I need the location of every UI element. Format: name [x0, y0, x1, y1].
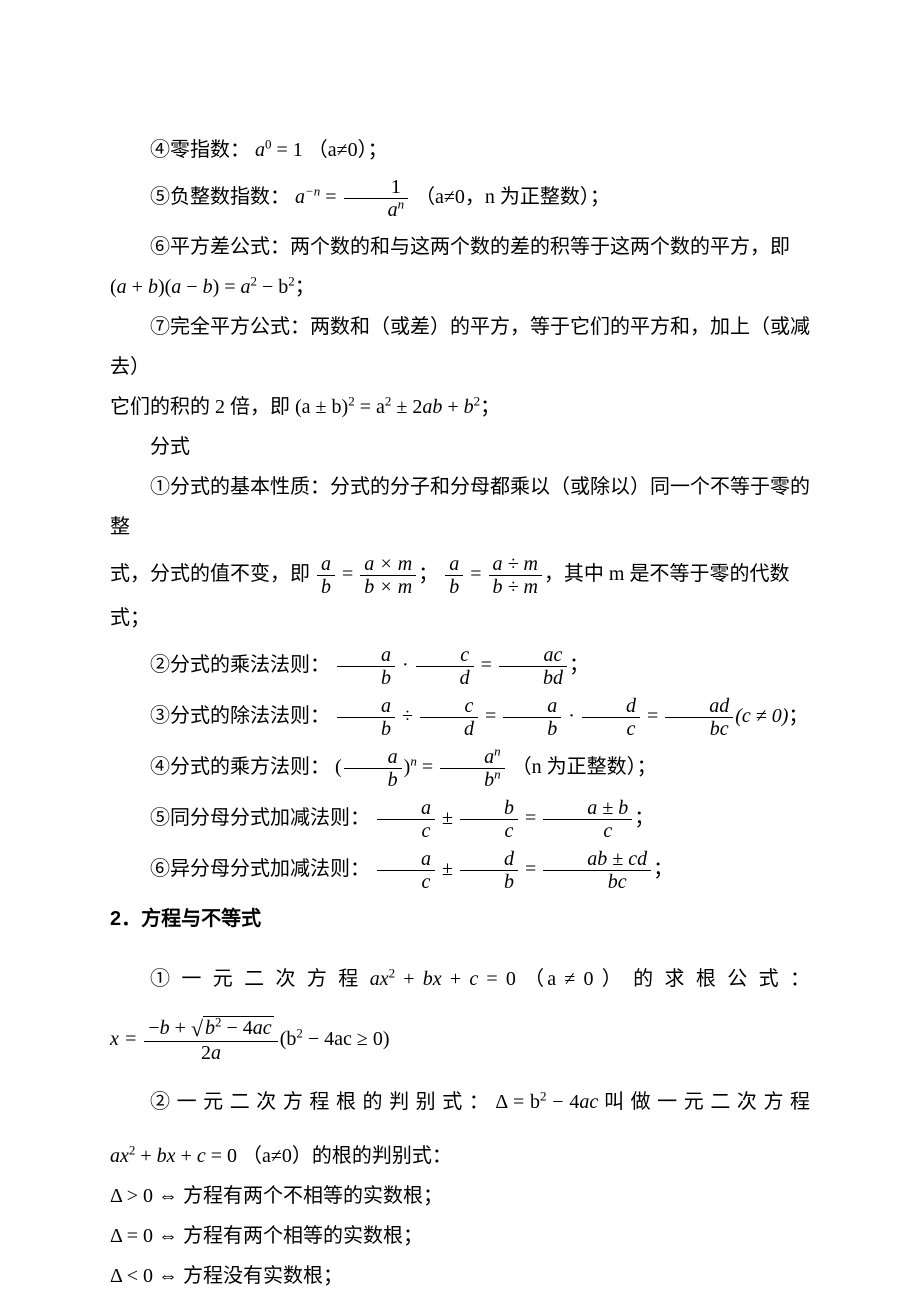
frac-title: 分式: [110, 427, 810, 467]
exp-item-6: ⑥平方差公式：两个数的和与这两个数的差的积等于这两个数的平方，即: [110, 227, 810, 267]
exp-item-5: ⑤负整数指数： a−n = 1an （a≠0，n 为正整数）；: [110, 176, 810, 221]
eq-item-1-root: x = −b + √b2 − 4ac2a(b2 − 4ac ≥ 0): [110, 1017, 810, 1064]
eq-item-2-line2: ax2 + bx + c = 0 （a≠0）的根的判别式：: [110, 1136, 810, 1176]
delta-lt: Δ < 0 ⇔ 方程没有实数根；: [110, 1256, 810, 1296]
fraction: 1an: [344, 176, 409, 221]
eq-item-1: ① 一 元 二 次 方 程 ax2 + bx + c = 0 （a ≠ 0 ） …: [110, 959, 810, 999]
frac-item-3: ③分式的除法法则： ab ÷ cd = ab · dc = adbc(c ≠ 0…: [110, 695, 810, 740]
frac-item-6: ⑥异分母分式加减法则： ac ± db = ab ± cdbc；: [110, 848, 810, 893]
section-heading-2: 2．方程与不等式: [110, 899, 810, 939]
label: ④零指数：: [150, 139, 250, 161]
exp-item-6-formula: (a + b)(a − b) = a2 − b2；: [110, 267, 810, 307]
label: ⑥平方差公式：两个数的和与这两个数的差的积等于这两个数的平方，即: [150, 236, 790, 258]
root-fraction: −b + √b2 − 4ac2a: [144, 1017, 277, 1064]
label: ⑤负整数指数：: [150, 186, 290, 208]
delta-gt: Δ > 0 ⇔ 方程有两个不相等的实数根；: [110, 1176, 810, 1216]
frac-item-5: ⑤同分母分式加减法则： ac ± bc = a ± bc；: [110, 797, 810, 842]
frac-item-4: ④分式的乘方法则： (ab)n = anbn （n 为正整数）；: [110, 746, 810, 791]
document-page: ④零指数： a0 = 1 （a≠0）； ⑤负整数指数： a−n = 1an （a…: [0, 0, 920, 1300]
delta-eq: Δ = 0 ⇔ 方程有两个相等的实数根；: [110, 1216, 810, 1256]
frac-item-2: ②分式的乘法法则： ab · cd = acbd；: [110, 644, 810, 689]
label: ⑦完全平方公式：两数和（或差）的平方，等于它们的平方和，加上（或减去）: [110, 316, 810, 378]
exp-item-4: ④零指数： a0 = 1 （a≠0）；: [110, 130, 810, 170]
eq-item-2-line1: ② 一 元 二 次 方 程 根 的 判 别 式 ： Δ = b2 − 4ac 叫…: [110, 1082, 810, 1122]
frac-item-1-line1: ①分式的基本性质：分式的分子和分母都乘以（或除以）同一个不等于零的整: [110, 467, 810, 547]
exp-item-7-line1: ⑦完全平方公式：两数和（或差）的平方，等于它们的平方和，加上（或减去）: [110, 307, 810, 387]
condition: （a≠0，n 为正整数）；: [415, 186, 610, 208]
condition: （a≠0）；: [308, 139, 388, 161]
frac-item-1-line2: 式，分式的值不变，即 ab = a × mb × m； ab = a ÷ mb …: [110, 553, 810, 638]
exp-item-7-line2: 它们的积的 2 倍，即 (a ± b)2 = a2 ± 2ab + b2；: [110, 387, 810, 427]
